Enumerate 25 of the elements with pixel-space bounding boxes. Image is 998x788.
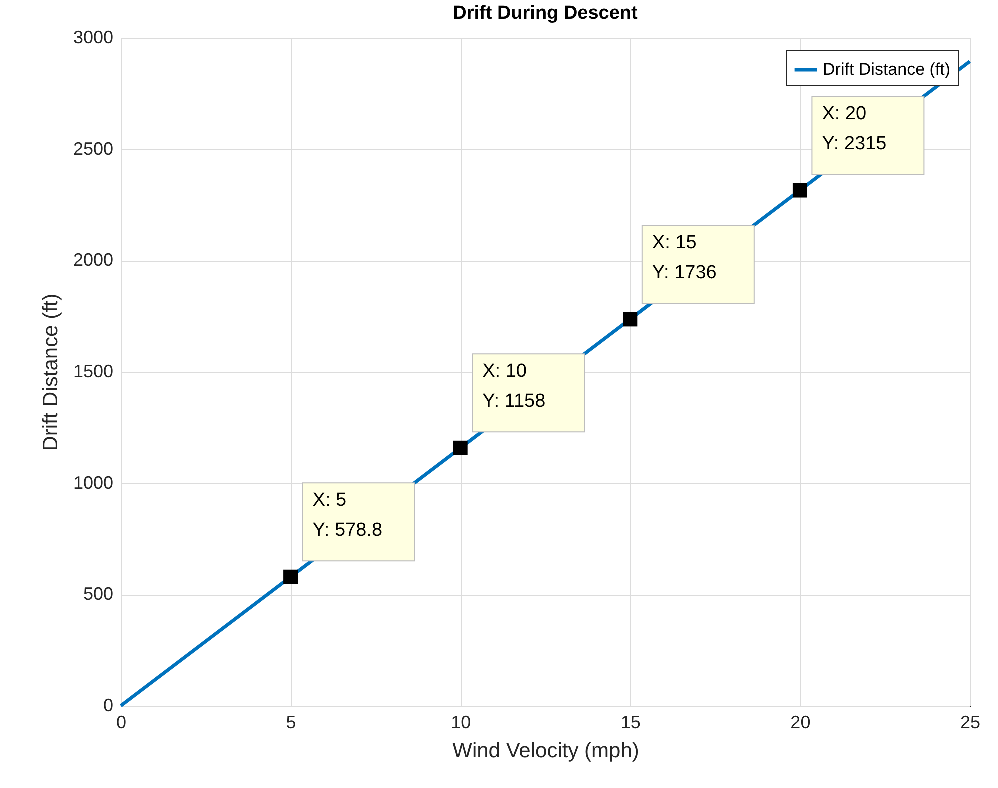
annotation: X: 10 Y: 1158: [482, 361, 546, 412]
y-axis-title: Drift Distance (ft): [39, 294, 62, 452]
y-tick-label: 0: [103, 696, 114, 716]
y-tick-label: 3000: [73, 28, 114, 48]
y-tick-label: 1000: [73, 472, 114, 493]
x-tick-label: 0: [116, 712, 127, 732]
chart-title: Drift During Descent: [453, 3, 639, 24]
annotation: X: 20 Y: 2315: [822, 104, 887, 155]
point: [792, 183, 808, 198]
y-tick-label: 1500: [73, 362, 114, 382]
x-tick-label: 20: [790, 712, 811, 732]
y-tick-label: 2500: [73, 138, 114, 159]
x-tick-label: 15: [620, 712, 641, 732]
x-tick-label: 25: [960, 712, 981, 732]
y-tick-label: 2000: [73, 250, 114, 270]
x-tick-label: 5: [286, 712, 296, 732]
annotation: X: 5 Y: 578.8: [312, 490, 383, 542]
annotation: X: 15 Y: 1736: [652, 232, 717, 284]
point: [453, 440, 468, 456]
x-axis-title: Wind Velocity (mph): [452, 740, 640, 762]
legend-label: Drift Distance (ft): [823, 60, 951, 79]
point: [623, 312, 638, 327]
y-tick-label: 500: [83, 584, 114, 604]
point: [284, 570, 298, 584]
x-tick-label: 10: [451, 712, 472, 732]
